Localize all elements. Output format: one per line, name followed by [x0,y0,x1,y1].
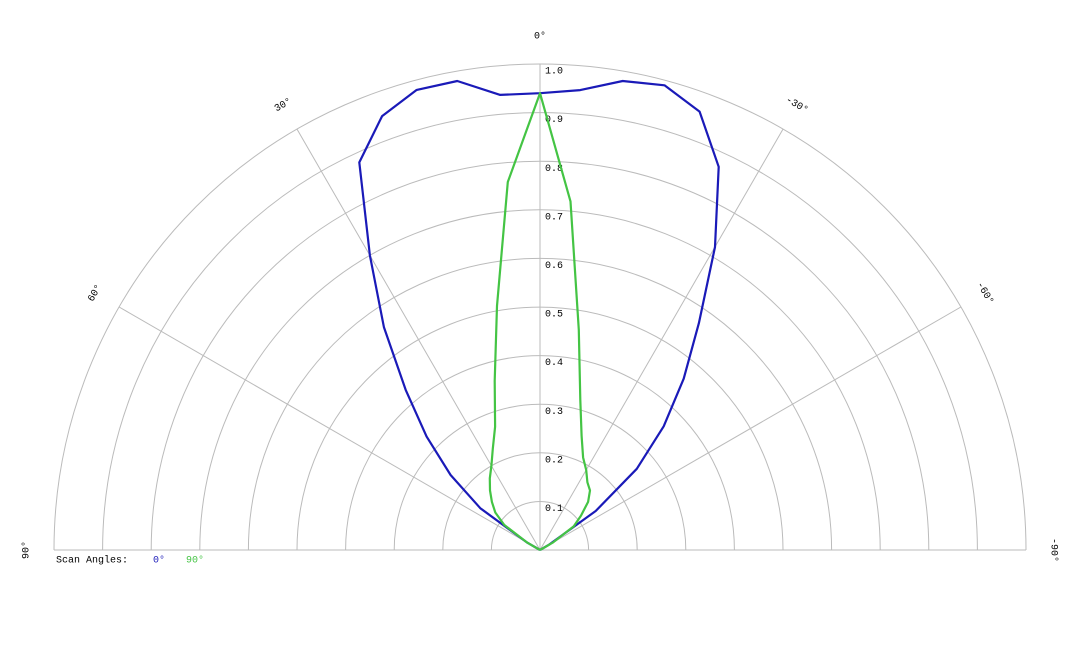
legend-entry: 90° [186,555,204,567]
r-tick-label: 0.9 [545,115,563,126]
angle-tick-label: -30° [783,94,810,116]
r-tick-label: 0.3 [545,407,563,418]
grid-spoke [539,128,784,551]
angle-tick-label: 0° [534,31,546,43]
angle-tick-label: -60° [973,280,995,307]
angle-tick-label: -90° [1047,538,1059,562]
r-tick-label: 0.4 [545,358,563,369]
r-tick-label: 0.1 [545,504,563,515]
angle-tick-label: 90° [21,541,33,559]
grid-spoke [296,128,541,551]
grid-spoke [118,306,541,551]
r-tick-label: 0.7 [545,212,563,223]
r-tick-label: 1.0 [545,67,563,78]
r-tick-label: 0.8 [545,164,563,175]
series-line [488,92,592,551]
legend-title: Scan Angles: [56,555,128,567]
grid-spoke [539,306,962,551]
series-line [358,79,720,551]
angle-tick-label: 30° [273,96,295,115]
angle-tick-label: 60° [86,283,105,305]
r-tick-label: 0.6 [545,261,563,272]
r-tick-label: 0.2 [545,455,563,466]
legend-entry: 0° [153,555,165,567]
r-tick-label: 0.5 [545,310,563,321]
